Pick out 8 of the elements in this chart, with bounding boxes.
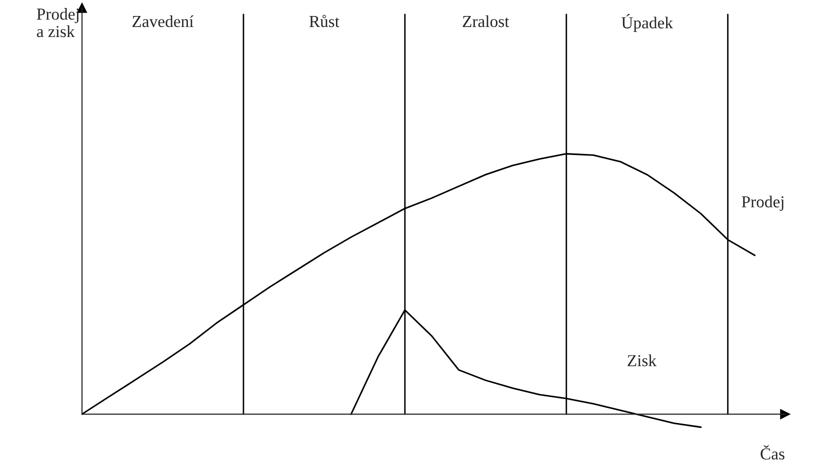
text: Zavedení [132, 15, 194, 28]
text: Prodej a zisk [36, 8, 78, 38]
text: Zralost [462, 15, 510, 28]
series-label: Prodej [742, 196, 784, 211]
text: Zisk [628, 354, 657, 366]
text: Úpadek [622, 14, 674, 32]
x-axis-title: Čas [760, 445, 784, 460]
text: Růst [309, 14, 340, 28]
